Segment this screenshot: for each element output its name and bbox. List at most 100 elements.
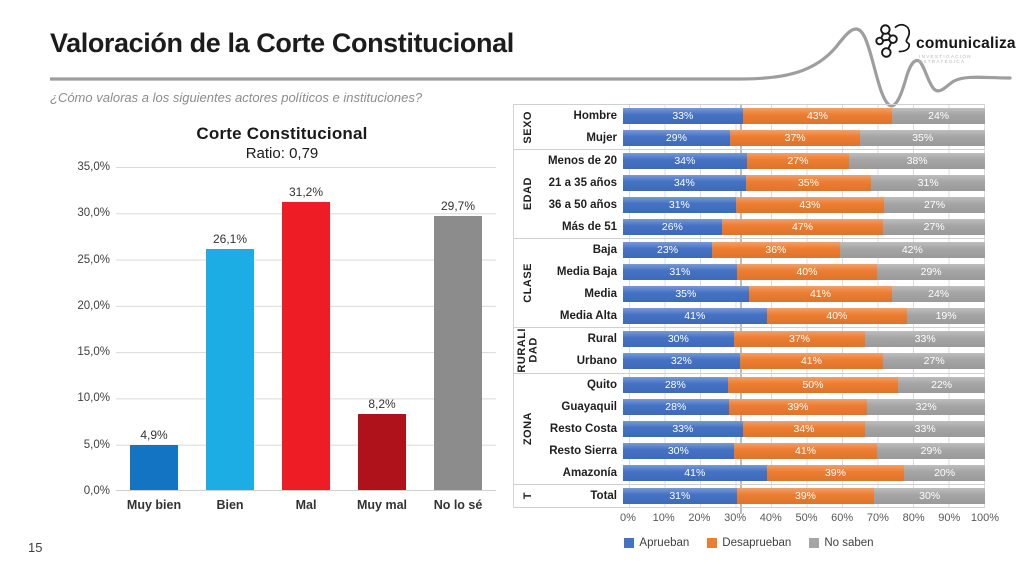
segment-value-label: 30% bbox=[667, 333, 689, 345]
stacked-bar: 28% 50% 22% bbox=[623, 376, 985, 393]
table-row: Resto Costa 33% 34% 33% bbox=[544, 418, 985, 440]
row-category-label: Resto Costa bbox=[549, 422, 617, 435]
bar bbox=[130, 444, 178, 490]
segment-value-label: 27% bbox=[923, 221, 945, 233]
segment-value-label: 24% bbox=[928, 110, 950, 122]
group-label-cell: CLASE bbox=[514, 239, 544, 327]
stacked-bar: 34% 27% 38% bbox=[623, 153, 985, 169]
row-category-label: Resto Sierra bbox=[549, 444, 617, 457]
row-category-label: 21 a 35 años bbox=[548, 177, 617, 189]
bar-category-label: Bien bbox=[216, 498, 244, 512]
bar-segment: 40% bbox=[736, 264, 878, 280]
row-category-label: Mujer bbox=[586, 132, 617, 144]
bar-segment: 37% bbox=[729, 130, 861, 146]
table-row: Resto Sierra 30% 41% 29% bbox=[544, 440, 986, 462]
x-axis-tick: 50% bbox=[795, 511, 818, 524]
bar-value-label: 8,2% bbox=[368, 397, 396, 412]
segment-value-label: 30% bbox=[919, 489, 941, 502]
row-category-label: Guayaquil bbox=[561, 400, 617, 413]
bar-segment: 41% bbox=[748, 286, 893, 302]
bar-segment: 22% bbox=[898, 376, 985, 393]
segment-value-label: 34% bbox=[674, 155, 696, 167]
table-row: Hombre 33% 43% 24% bbox=[544, 105, 985, 127]
segment-value-label: 40% bbox=[826, 310, 848, 322]
segment-value-label: 41% bbox=[794, 444, 816, 457]
group-label-cell: SEXO bbox=[514, 105, 544, 149]
bar-category-label: No lo sé bbox=[433, 498, 483, 512]
segment-value-label: 41% bbox=[684, 466, 706, 479]
row-category-label: 36 a 50 años bbox=[548, 199, 617, 211]
legend-label: Desaprueban bbox=[722, 536, 792, 549]
stacked-bar: 29% 37% 35% bbox=[623, 130, 985, 146]
bar-value-label: 26,1% bbox=[212, 232, 248, 247]
segment-value-label: 28% bbox=[664, 378, 686, 391]
row-category-label: Amazonía bbox=[562, 466, 617, 479]
segment-value-label: 31% bbox=[668, 199, 690, 211]
bar-segment: 32% bbox=[623, 353, 740, 369]
segment-value-label: 30% bbox=[667, 444, 689, 457]
page-number: 15 bbox=[28, 540, 43, 555]
table-row: Mujer 29% 37% 35% bbox=[544, 127, 985, 149]
bar-segment: 29% bbox=[623, 130, 730, 146]
table-row: 21 a 35 años 34% 35% 31% bbox=[544, 172, 985, 194]
bar-column: 4,9% bbox=[116, 167, 192, 490]
comunicaliza-logo: comunicaliza INVESTIGACIÓN ESTRATÉGICA bbox=[872, 18, 1017, 66]
segment-value-label: 24% bbox=[928, 288, 950, 300]
stacked-bar: 33% 34% 33% bbox=[623, 420, 985, 437]
bar-segment: 47% bbox=[721, 219, 884, 235]
bar-value-label: 4,9% bbox=[140, 427, 168, 442]
group-label-cell: RURALI DAD bbox=[514, 328, 544, 373]
legend-item: No saben bbox=[809, 537, 874, 549]
bar-segment: 29% bbox=[877, 264, 985, 280]
segment-value-label: 27% bbox=[787, 155, 809, 167]
bar-segment: 38% bbox=[849, 153, 985, 169]
stacked-bar: 33% 43% 24% bbox=[623, 108, 985, 124]
table-row: Urbano 32% 41% 27% bbox=[544, 350, 986, 372]
segment-value-label: 42% bbox=[901, 244, 923, 256]
bar-segment: 41% bbox=[623, 464, 767, 481]
segment-value-label: 41% bbox=[800, 355, 822, 367]
x-axis-tick: 70% bbox=[866, 511, 889, 524]
table-row: Media Baja 31% 40% 29% bbox=[544, 261, 985, 283]
legend-swatch bbox=[809, 537, 820, 548]
segment-value-label: 23% bbox=[657, 244, 679, 256]
bar-segment: 41% bbox=[623, 308, 767, 324]
x-axis-tick: 0% bbox=[620, 511, 636, 524]
y-axis-tick: 5,0% bbox=[83, 438, 110, 451]
segment-value-label: 36% bbox=[765, 244, 787, 256]
bar-segment: 32% bbox=[867, 398, 985, 415]
row-category-label: Media bbox=[584, 288, 617, 300]
x-axis-tick: 30% bbox=[724, 511, 747, 524]
x-axis-tick: 10% bbox=[652, 511, 675, 524]
chart-title: Corte Constitucional bbox=[196, 124, 368, 143]
legend-swatch bbox=[624, 537, 635, 548]
bar-segment: 27% bbox=[883, 219, 986, 235]
bar-segment: 24% bbox=[892, 286, 986, 302]
chart-ratio-subtitle: Ratio: 0,79 bbox=[245, 145, 319, 162]
segment-value-label: 32% bbox=[915, 400, 937, 413]
bar-segment: 27% bbox=[746, 153, 850, 169]
table-row: Media 35% 41% 24% bbox=[544, 283, 986, 305]
bar-segment: 31% bbox=[871, 175, 985, 191]
bar-segment: 31% bbox=[623, 264, 737, 280]
table-row: Rural 30% 37% 33% bbox=[544, 328, 985, 350]
bar-segment: 29% bbox=[877, 442, 986, 459]
demographic-group: ZONA Quito 28% 50% 22% Guayaquil 28% 39% 32% Rest… bbox=[514, 372, 986, 484]
group-rows: Total 31% 39% 30% bbox=[544, 485, 985, 507]
x-axis-tick: 100% bbox=[970, 511, 1000, 524]
segment-value-label: 43% bbox=[806, 110, 828, 122]
row-category-label: Media Baja bbox=[556, 266, 617, 278]
group-label-cell: EDAD bbox=[514, 150, 544, 238]
segment-value-label: 29% bbox=[665, 132, 687, 144]
bar-segment: 24% bbox=[892, 108, 985, 124]
bar-segment: 33% bbox=[865, 331, 985, 347]
segment-value-label: 41% bbox=[809, 288, 831, 300]
segment-value-label: 27% bbox=[923, 355, 945, 367]
group-rows: Quito 28% 50% 22% Guayaquil 28% 39% 32% Resto Co… bbox=[544, 374, 986, 484]
bar-segment: 30% bbox=[623, 331, 734, 347]
y-axis-tick: 15,0% bbox=[77, 346, 110, 359]
group-label: RURALI DAD bbox=[516, 328, 540, 373]
bar-segment: 31% bbox=[623, 487, 737, 504]
bar-segment: 41% bbox=[739, 353, 884, 369]
